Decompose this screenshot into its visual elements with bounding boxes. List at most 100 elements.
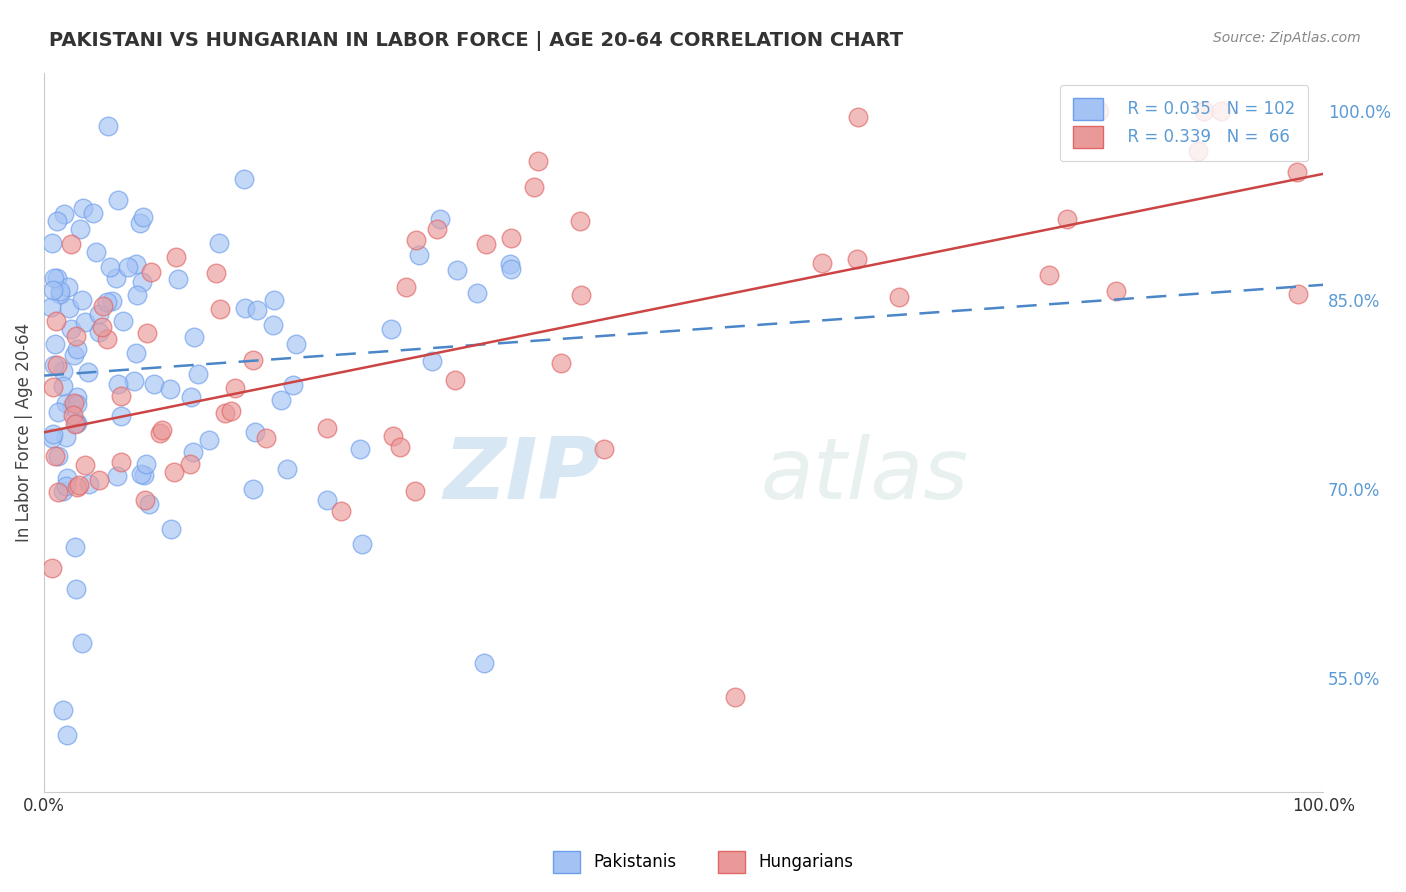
Point [254, 431, 277, 445]
Point [125, 257, 148, 271]
Point [224, 381, 246, 395]
Point [72, 201, 94, 215]
Point [233, 301, 256, 316]
Point [242, 353, 264, 368]
Point [446, 262, 468, 277]
Point [87, 325, 110, 339]
Point [1038, 268, 1060, 282]
Point [46, 214, 69, 228]
Point [60, 399, 83, 413]
Point [1192, 103, 1215, 118]
Point [45, 314, 67, 328]
Point [41, 431, 63, 445]
Point [63, 347, 86, 361]
Point [408, 248, 430, 262]
Point [60, 322, 83, 336]
Point [55, 430, 77, 444]
Point [149, 426, 172, 441]
Point [98, 260, 121, 274]
Point [105, 469, 128, 483]
Point [39, 301, 62, 315]
Point [125, 288, 148, 302]
Point [395, 279, 418, 293]
Point [58, 280, 80, 294]
Point [122, 374, 145, 388]
Point [404, 484, 426, 499]
Point [41, 561, 63, 575]
Point [42, 358, 65, 372]
Point [89, 473, 111, 487]
Point [501, 261, 523, 276]
Point [73, 458, 96, 473]
Point [444, 374, 467, 388]
Point [550, 356, 572, 370]
Point [388, 440, 411, 454]
Point [55, 396, 77, 410]
Point [82, 205, 104, 219]
Point [129, 467, 152, 481]
Point [77, 477, 100, 491]
Point [110, 409, 132, 424]
Point [65, 582, 87, 597]
Point [183, 330, 205, 344]
Point [139, 265, 162, 279]
Point [49, 284, 72, 298]
Point [501, 231, 523, 245]
Point [42, 271, 65, 285]
Point [89, 307, 111, 321]
Point [42, 283, 65, 297]
Point [1286, 165, 1309, 179]
Point [523, 180, 546, 194]
Point [811, 255, 834, 269]
Point [76, 366, 98, 380]
Point [221, 404, 243, 418]
Point [1209, 103, 1232, 118]
Point [180, 390, 202, 404]
Point [420, 354, 443, 368]
Point [66, 480, 89, 494]
Point [46, 270, 69, 285]
Point [66, 397, 89, 411]
Point [465, 285, 488, 300]
Point [242, 483, 264, 497]
Point [44, 337, 66, 351]
Point [55, 479, 77, 493]
Point [44, 449, 66, 463]
Point [46, 405, 69, 419]
Point [207, 236, 229, 251]
Point [107, 194, 129, 208]
Point [429, 211, 451, 226]
Point [65, 390, 87, 404]
Point [160, 522, 183, 536]
Point [135, 457, 157, 471]
Point [181, 444, 204, 458]
Point [426, 221, 449, 235]
Text: atlas: atlas [761, 434, 969, 517]
Point [42, 380, 65, 394]
Point [285, 337, 308, 351]
Point [380, 322, 402, 336]
Point [66, 416, 89, 430]
Text: PAKISTANI VS HUNGARIAN IN LABOR FORCE | AGE 20-64 CORRELATION CHART: PAKISTANI VS HUNGARIAN IN LABOR FORCE | … [49, 31, 903, 51]
Point [42, 426, 65, 441]
Point [101, 293, 124, 308]
Point [129, 216, 152, 230]
Point [46, 359, 69, 373]
Point [110, 455, 132, 469]
Point [165, 250, 187, 264]
Point [62, 408, 84, 422]
Point [49, 287, 72, 301]
Point [56, 728, 79, 742]
Y-axis label: In Labor Force | Age 20-64: In Labor Force | Age 20-64 [15, 323, 32, 542]
Point [276, 462, 298, 476]
Point [887, 290, 910, 304]
Point [63, 540, 86, 554]
Point [352, 537, 374, 551]
Point [349, 442, 371, 457]
Point [499, 257, 522, 271]
Point [131, 275, 153, 289]
Point [405, 233, 427, 247]
Point [62, 396, 84, 410]
Point [125, 346, 148, 360]
Point [316, 492, 339, 507]
